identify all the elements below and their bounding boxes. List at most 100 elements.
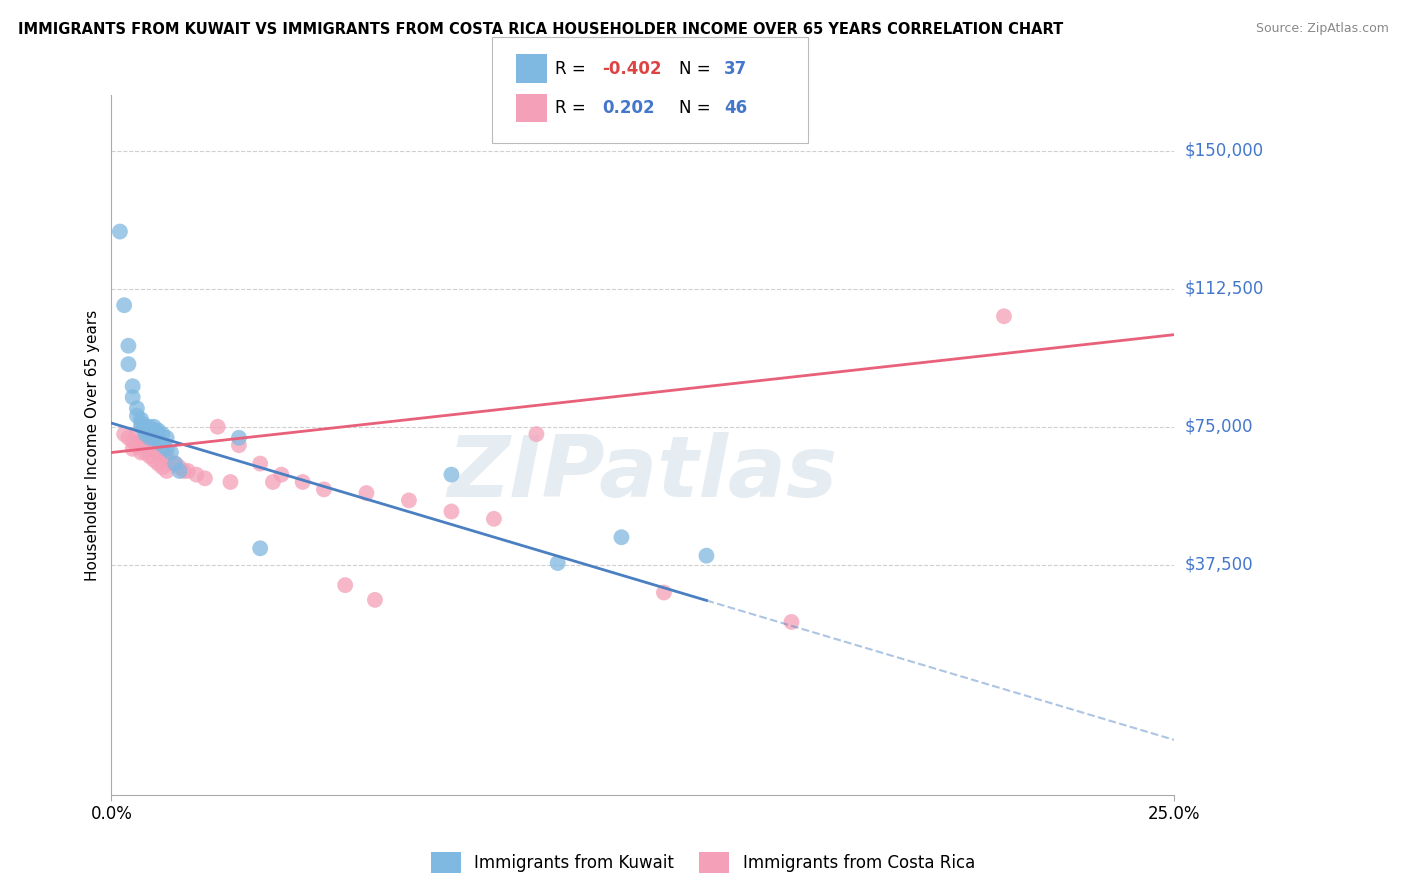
Point	[152, 445, 174, 459]
Text: Source: ZipAtlas.com: Source: ZipAtlas.com	[1256, 22, 1389, 36]
Point	[134, 431, 156, 445]
Text: R =: R =	[555, 60, 592, 78]
Text: N =: N =	[679, 60, 716, 78]
Point	[138, 442, 160, 456]
Text: $75,000: $75,000	[1185, 417, 1254, 436]
Point	[121, 379, 143, 393]
Point	[228, 438, 250, 452]
Point	[207, 419, 229, 434]
Point	[356, 486, 378, 500]
Point	[526, 427, 548, 442]
Point	[177, 464, 200, 478]
Point	[146, 427, 169, 442]
Point	[138, 424, 160, 438]
Point	[993, 310, 1015, 324]
Legend: Immigrants from Kuwait, Immigrants from Costa Rica: Immigrants from Kuwait, Immigrants from …	[425, 846, 981, 880]
Point	[165, 457, 187, 471]
Text: $37,500: $37,500	[1185, 556, 1254, 574]
Text: ZIPatlas: ZIPatlas	[447, 432, 838, 515]
Point	[142, 453, 165, 467]
Point	[169, 460, 191, 475]
Point	[125, 438, 148, 452]
Y-axis label: Householder Income Over 65 years: Householder Income Over 65 years	[86, 310, 100, 581]
Point	[129, 419, 152, 434]
Point	[364, 592, 387, 607]
Point	[440, 467, 463, 482]
Point	[129, 434, 152, 449]
Point	[117, 339, 139, 353]
Point	[160, 457, 183, 471]
Point	[152, 427, 174, 442]
Point	[152, 460, 174, 475]
Point	[134, 445, 156, 459]
Point	[547, 556, 569, 570]
Point	[291, 475, 314, 489]
Point	[125, 427, 148, 442]
Point	[228, 431, 250, 445]
Point	[138, 449, 160, 463]
Point	[156, 464, 179, 478]
Text: IMMIGRANTS FROM KUWAIT VS IMMIGRANTS FROM COSTA RICA HOUSEHOLDER INCOME OVER 65 : IMMIGRANTS FROM KUWAIT VS IMMIGRANTS FRO…	[18, 22, 1063, 37]
Point	[156, 442, 179, 456]
Point	[194, 471, 217, 485]
Point	[142, 427, 165, 442]
Point	[125, 409, 148, 423]
Point	[440, 504, 463, 518]
Point	[138, 419, 160, 434]
Point	[262, 475, 284, 489]
Point	[112, 427, 135, 442]
Point	[165, 457, 187, 471]
Point	[129, 416, 152, 430]
Point	[652, 585, 675, 599]
Point	[138, 431, 160, 445]
Point	[173, 464, 195, 478]
Point	[152, 438, 174, 452]
Point	[219, 475, 242, 489]
Point	[146, 424, 169, 438]
Point	[125, 401, 148, 416]
Point	[249, 457, 271, 471]
Point	[121, 442, 143, 456]
Point	[134, 427, 156, 442]
Text: 46: 46	[724, 99, 747, 117]
Point	[142, 431, 165, 445]
Point	[142, 438, 165, 452]
Point	[117, 431, 139, 445]
Point	[134, 424, 156, 438]
Point	[142, 424, 165, 438]
Text: R =: R =	[555, 99, 596, 117]
Text: 37: 37	[724, 60, 748, 78]
Point	[129, 412, 152, 426]
Point	[134, 438, 156, 452]
Point	[160, 445, 183, 459]
Text: N =: N =	[679, 99, 716, 117]
Point	[156, 431, 179, 445]
Point	[112, 298, 135, 312]
Point	[335, 578, 357, 592]
Point	[146, 457, 169, 471]
Point	[186, 467, 208, 482]
Point	[610, 530, 633, 544]
Point	[142, 419, 165, 434]
Point	[270, 467, 292, 482]
Point	[146, 434, 169, 449]
Point	[156, 449, 179, 463]
Point	[398, 493, 420, 508]
Point	[117, 357, 139, 371]
Point	[482, 512, 505, 526]
Text: 0.202: 0.202	[602, 99, 654, 117]
Text: -0.402: -0.402	[602, 60, 661, 78]
Point	[121, 390, 143, 404]
Point	[134, 419, 156, 434]
Point	[121, 434, 143, 449]
Text: $112,500: $112,500	[1185, 279, 1264, 298]
Point	[312, 483, 335, 497]
Point	[108, 225, 131, 239]
Point	[695, 549, 717, 563]
Point	[169, 464, 191, 478]
Point	[780, 615, 803, 629]
Point	[129, 445, 152, 459]
Text: $150,000: $150,000	[1185, 142, 1264, 160]
Point	[249, 541, 271, 556]
Point	[146, 445, 169, 459]
